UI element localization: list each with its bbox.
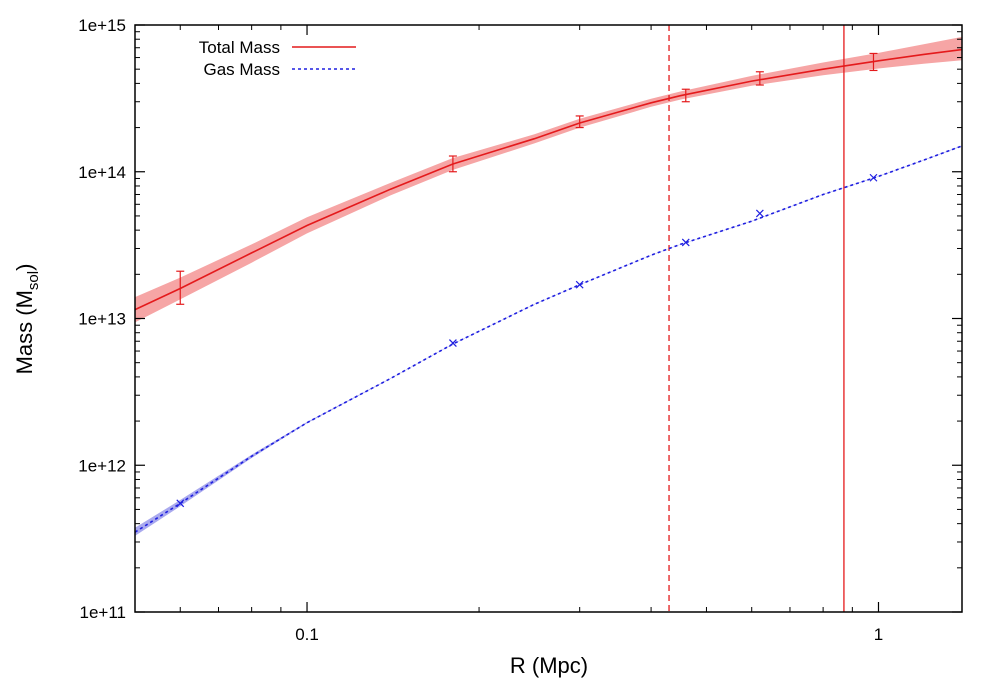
y-tick-label: 1e+14 bbox=[78, 163, 126, 182]
data-points bbox=[176, 52, 878, 508]
radius-markers bbox=[668, 25, 845, 612]
total-mass-line bbox=[135, 48, 962, 311]
total-mass-point-6 bbox=[869, 52, 878, 72]
gas-mass-line bbox=[135, 145, 962, 533]
gas-mass-point-1 bbox=[176, 499, 185, 508]
legend-label-gas-mass: Gas Mass bbox=[203, 60, 280, 79]
gas-mass-point-5 bbox=[755, 209, 764, 218]
legend: Total Mass Gas Mass bbox=[199, 38, 356, 79]
total-mass-point-2 bbox=[448, 155, 457, 173]
y-axis-title-close: ) bbox=[12, 264, 37, 271]
gas-mass-point-4 bbox=[681, 238, 690, 247]
total-mass-point-1 bbox=[176, 270, 185, 305]
axis-ticks: 1e+11 1e+12 1e+13 1e+14 1e+15 0.1 1 bbox=[78, 16, 962, 644]
plot-frame bbox=[134, 24, 963, 613]
y-tick-label: 1e+12 bbox=[78, 456, 126, 475]
gas-mass-point-6 bbox=[869, 173, 878, 182]
y-axis-title: Mass (Msol) bbox=[12, 264, 42, 375]
total-mass-point-5 bbox=[755, 71, 764, 86]
y-tick-label: 1e+11 bbox=[80, 603, 126, 622]
gas-mass-point-3 bbox=[575, 280, 584, 289]
y-axis-title-subscript: sol bbox=[25, 271, 42, 290]
y-axis-title-main: Mass (M bbox=[12, 290, 37, 374]
uncertainty-bands bbox=[135, 36, 962, 536]
y-tick-label: 1e+13 bbox=[78, 310, 126, 329]
total-mass-point-3 bbox=[575, 115, 584, 129]
gas-mass-point-2 bbox=[448, 339, 457, 348]
y-tick-label: 1e+15 bbox=[78, 16, 126, 35]
x-axis-title: R (Mpc) bbox=[510, 653, 588, 678]
total-mass-band bbox=[135, 36, 962, 323]
total-mass-point-4 bbox=[681, 88, 690, 103]
x-tick-label: 0.1 bbox=[295, 625, 319, 644]
legend-label-total-mass: Total Mass bbox=[199, 38, 280, 57]
series-curves bbox=[135, 48, 962, 533]
gas-mass-band bbox=[135, 145, 962, 536]
x-tick-label: 1 bbox=[874, 625, 883, 644]
